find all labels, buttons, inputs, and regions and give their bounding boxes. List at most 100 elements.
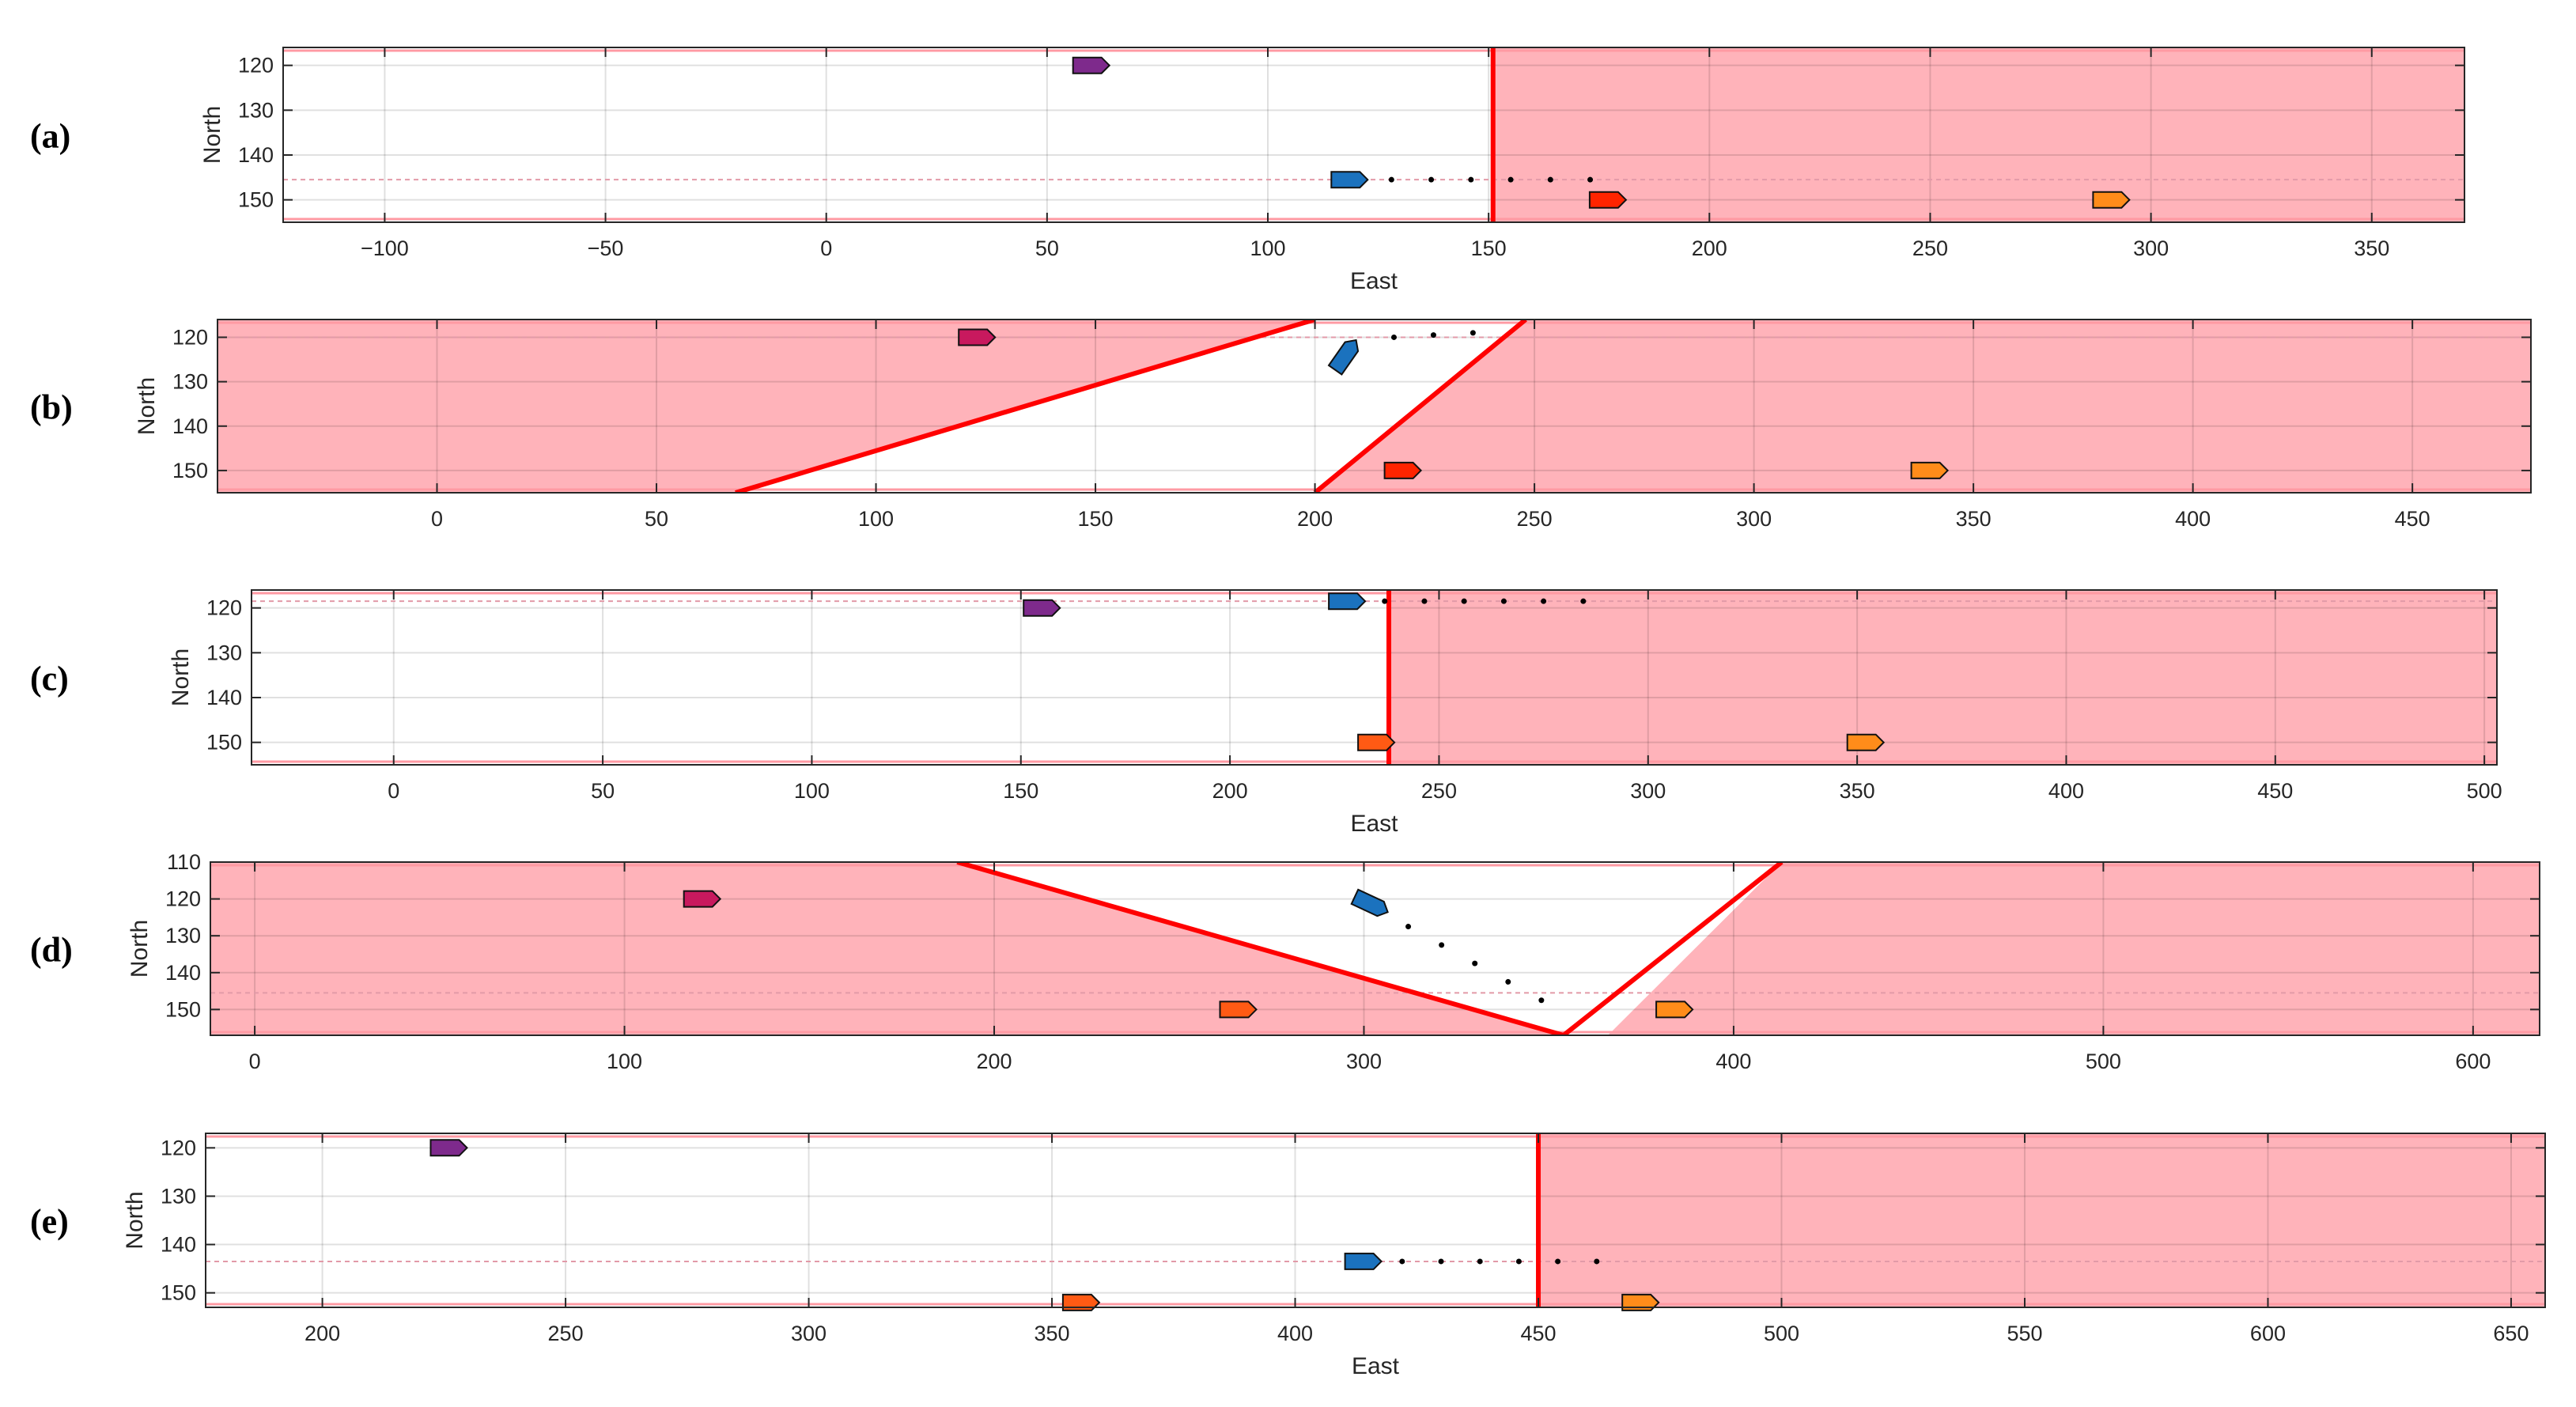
y-tick-label: 140 xyxy=(206,686,242,709)
y-tick-label: 120 xyxy=(165,887,201,911)
y-tick-label: 150 xyxy=(161,1281,196,1305)
x-tick-label: 0 xyxy=(388,779,399,803)
boundary-line xyxy=(735,320,1316,493)
x-axis: 0 50 100 150 200 250 300 350 400 450 xyxy=(431,320,2430,531)
predicted-point xyxy=(1421,598,1428,604)
y-axis: 120 130 140 150 xyxy=(238,54,2464,212)
predicted-point xyxy=(1505,978,1511,985)
predicted-point xyxy=(1587,176,1594,183)
x-tick-label: 350 xyxy=(1840,779,1875,803)
x-axis: 0 100 200 300 400 500 600 xyxy=(249,862,2491,1073)
ship-hull xyxy=(1327,339,1360,376)
danger-zone xyxy=(1538,1133,2545,1307)
panel-label: (a) xyxy=(30,117,70,156)
danger-zones xyxy=(206,1133,2545,1307)
predicted-point xyxy=(1547,176,1553,183)
ship xyxy=(683,890,722,908)
predicted-point xyxy=(1555,1258,1561,1265)
x-tick-label: 500 xyxy=(2086,1050,2121,1073)
ship-hull xyxy=(683,890,722,908)
predicted-path xyxy=(1399,1258,1600,1265)
ship-hull xyxy=(1219,1000,1258,1019)
ship xyxy=(1910,461,1950,479)
boundary-line xyxy=(1313,320,1527,493)
panel-2: 0 50 100 150 200 250 300 350 400 450 120 130 140 150 N… xyxy=(30,319,2532,531)
predicted-point xyxy=(1538,997,1545,1004)
boundary-lines xyxy=(956,862,1784,1035)
predicted-point xyxy=(1461,598,1467,604)
ship-hull xyxy=(1846,733,1886,751)
x-tick-label: 0 xyxy=(249,1050,261,1073)
y-axis: 120 130 140 150 xyxy=(206,596,2497,755)
y-tick-label: 140 xyxy=(238,143,274,167)
panel-label: (d) xyxy=(30,931,73,970)
predicted-point xyxy=(1405,924,1412,930)
danger-zones xyxy=(210,862,2540,1035)
x-tick-label: 50 xyxy=(591,779,615,803)
ship xyxy=(1219,1000,1258,1019)
ship xyxy=(1588,191,1628,209)
ship xyxy=(1072,56,1111,74)
ship xyxy=(1023,599,1061,617)
predicted-path xyxy=(1382,598,1587,604)
predicted-point xyxy=(1388,176,1394,183)
predicted-point xyxy=(1468,176,1474,183)
panel-label: (c) xyxy=(30,660,69,698)
x-tick-label: 300 xyxy=(1630,779,1666,803)
x-tick-label: 150 xyxy=(1003,779,1038,803)
ship xyxy=(1328,592,1367,611)
predicted-point xyxy=(1580,598,1587,604)
x-tick-label: 200 xyxy=(1692,236,1727,260)
predicted-point xyxy=(1541,598,1547,604)
danger-zone xyxy=(1608,862,2540,1035)
boundary-line xyxy=(1562,862,1784,1035)
y-tick-label: 130 xyxy=(238,98,274,122)
axes-box xyxy=(217,319,2532,494)
x-tick-label: 200 xyxy=(976,1050,1012,1073)
x-tick-label: 650 xyxy=(2493,1322,2529,1345)
x-axis: 200 250 300 350 400 450 500 550 600 650 xyxy=(305,1133,2529,1345)
ship xyxy=(429,1139,468,1157)
y-tick-label: 130 xyxy=(161,1184,196,1208)
y-axis: 120 130 140 150 xyxy=(161,1136,2545,1305)
ship-hull xyxy=(1344,1252,1383,1270)
panel-label: (e) xyxy=(30,1202,69,1241)
predicted-point xyxy=(1470,330,1476,336)
x-tick-label: 350 xyxy=(1035,1322,1070,1345)
x-tick-label: 250 xyxy=(1912,236,1948,260)
predicted-path xyxy=(1390,330,1476,340)
panel-1: −100 −50 0 50 100 150 200 250 300 350 120 130 140 150… xyxy=(30,47,2465,294)
x-tick-label: −100 xyxy=(361,236,409,260)
x-tick-label: 300 xyxy=(1346,1050,1382,1073)
ships xyxy=(1023,592,1886,751)
x-tick-label: 500 xyxy=(1764,1322,1799,1345)
predicted-point xyxy=(1515,1258,1522,1265)
y-tick-label: 150 xyxy=(165,997,201,1021)
predicted-point xyxy=(1507,176,1514,183)
ship xyxy=(1846,733,1886,751)
boundary-line xyxy=(956,862,1564,1035)
panel-5: 200 250 300 350 400 450 500 550 600 6501201301401… xyxy=(30,1133,2546,1379)
x-tick-label: 350 xyxy=(1956,507,1992,531)
y-tick-label: 110 xyxy=(167,850,201,874)
y-tick-label: 120 xyxy=(161,1136,196,1159)
ships xyxy=(429,1139,1660,1311)
grid xyxy=(218,320,2531,493)
boundary-lines xyxy=(735,320,1527,493)
x-tick-label: 50 xyxy=(1035,236,1059,260)
ship xyxy=(1357,733,1396,751)
x-tick-label: 450 xyxy=(2257,779,2293,803)
predicted-point xyxy=(1399,1258,1405,1265)
axes-box xyxy=(205,1133,2546,1308)
ship-hull xyxy=(958,328,997,346)
x-tick-label: 200 xyxy=(1212,779,1248,803)
x-tick-label: 50 xyxy=(645,507,668,531)
panel-3: 0 50 100 150 200 250 300 350 400 450 5001201301401… xyxy=(30,589,2502,837)
danger-zone xyxy=(1492,47,2464,222)
danger-zone xyxy=(210,862,1564,1035)
y-tick-label: 140 xyxy=(172,414,208,438)
x-tick-label: 0 xyxy=(820,236,832,260)
y-tick-label: 130 xyxy=(206,641,242,664)
ship-hull xyxy=(2092,191,2131,209)
panel-label: (b) xyxy=(30,388,73,427)
